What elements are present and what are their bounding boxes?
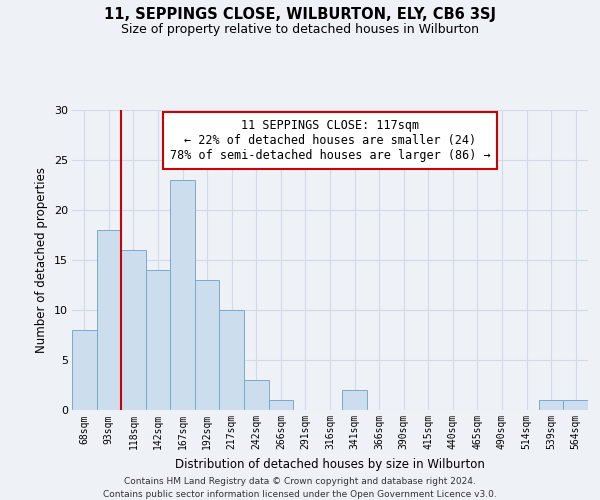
- Text: Contains public sector information licensed under the Open Government Licence v3: Contains public sector information licen…: [103, 490, 497, 499]
- Bar: [97, 230, 121, 410]
- X-axis label: Distribution of detached houses by size in Wilburton: Distribution of detached houses by size …: [175, 458, 485, 471]
- Bar: [195, 280, 220, 410]
- Y-axis label: Number of detached properties: Number of detached properties: [35, 167, 48, 353]
- Text: Contains HM Land Registry data © Crown copyright and database right 2024.: Contains HM Land Registry data © Crown c…: [124, 478, 476, 486]
- Bar: [121, 250, 146, 410]
- Bar: [539, 400, 563, 410]
- Text: 11 SEPPINGS CLOSE: 117sqm
← 22% of detached houses are smaller (24)
78% of semi-: 11 SEPPINGS CLOSE: 117sqm ← 22% of detac…: [170, 119, 490, 162]
- Bar: [220, 310, 244, 410]
- Text: 11, SEPPINGS CLOSE, WILBURTON, ELY, CB6 3SJ: 11, SEPPINGS CLOSE, WILBURTON, ELY, CB6 …: [104, 8, 496, 22]
- Bar: [342, 390, 367, 410]
- Bar: [170, 180, 195, 410]
- Bar: [72, 330, 97, 410]
- Text: Size of property relative to detached houses in Wilburton: Size of property relative to detached ho…: [121, 22, 479, 36]
- Bar: [269, 400, 293, 410]
- Bar: [244, 380, 269, 410]
- Bar: [563, 400, 588, 410]
- Bar: [146, 270, 170, 410]
